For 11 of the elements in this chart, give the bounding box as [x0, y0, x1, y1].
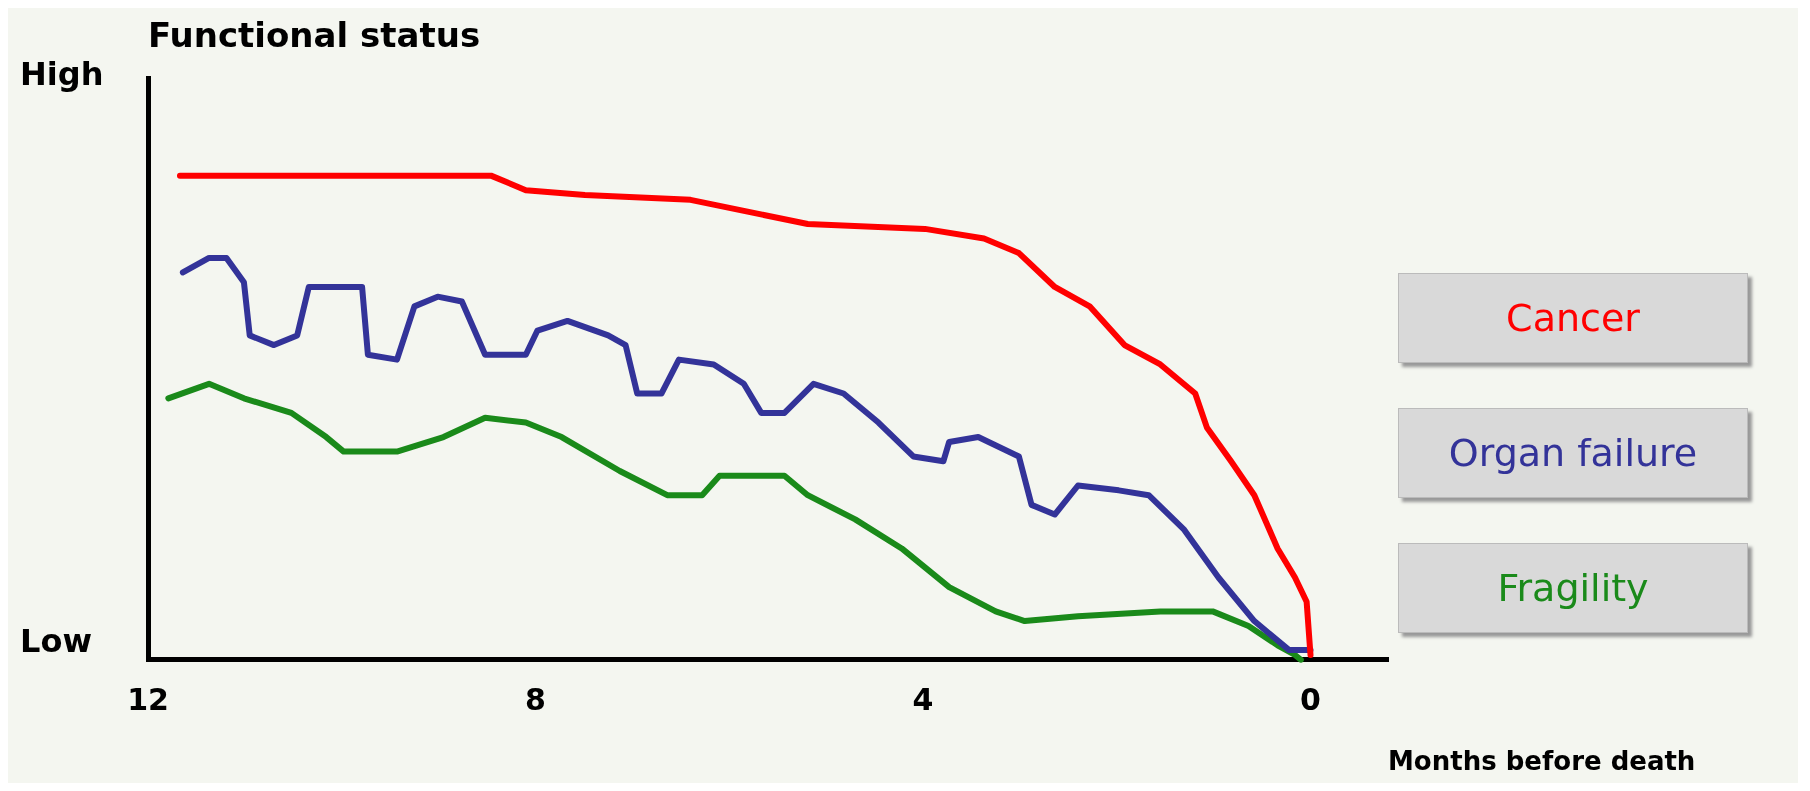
x-tick-label: 4 [912, 681, 934, 717]
x-tick-label: 8 [525, 681, 546, 717]
text: Cancer [1398, 273, 1748, 363]
text: Fragility [1398, 543, 1748, 633]
text: Organ failure [1398, 408, 1748, 498]
text: High [20, 55, 104, 94]
x-tick-label: 0 [1300, 681, 1321, 717]
chart-title: Functional status [148, 15, 481, 56]
text: Low [20, 622, 92, 661]
x-tick-label: 12 [127, 681, 169, 717]
x-axis-title: Months before death [1388, 746, 1696, 777]
